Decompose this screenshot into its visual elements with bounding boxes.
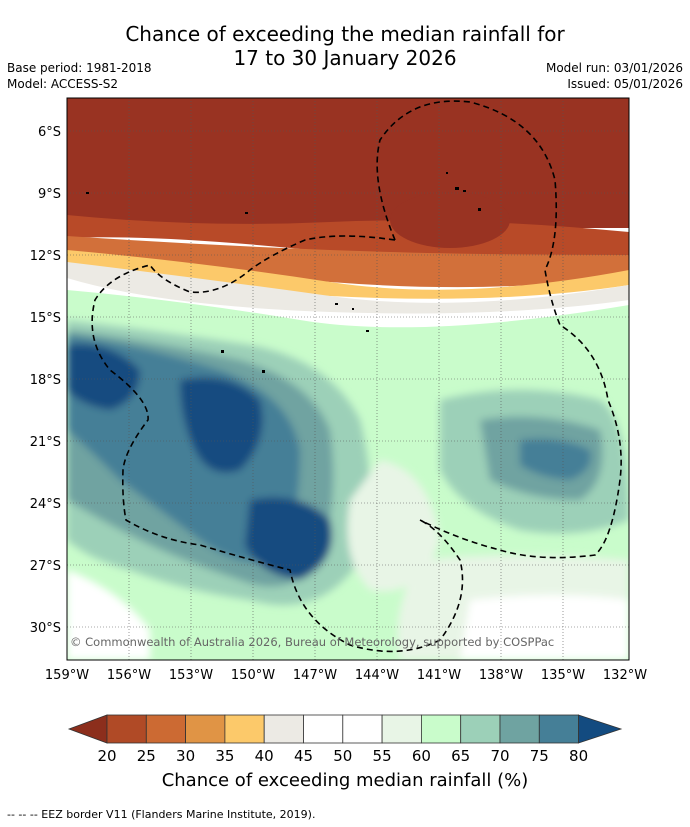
- lon-label: 159°W: [45, 668, 89, 683]
- lat-label: 9°S: [38, 187, 61, 202]
- south-white-2: [460, 595, 629, 660]
- east-light: [347, 460, 440, 592]
- lat-label: 21°S: [30, 435, 61, 450]
- dry-bulge: [390, 192, 510, 248]
- band-near-40: [67, 250, 629, 299]
- colorbar-low-arrow: [67, 714, 108, 744]
- colorbar-cell: [460, 714, 501, 744]
- lat-gridlines: [67, 130, 629, 628]
- colorbar-high-arrow: [578, 714, 623, 744]
- colorbar-tick-label: 40: [255, 747, 274, 765]
- colorbar: [67, 714, 623, 744]
- meta-right: Model run: 03/01/2026 Issued: 05/01/2026: [546, 60, 683, 92]
- map-frame: [66, 97, 630, 661]
- lat-label: 30°S: [30, 621, 61, 636]
- title-line-1: Chance of exceeding the median rainfall …: [125, 22, 565, 46]
- colorbar-tick-label: 30: [176, 747, 195, 765]
- lat-label: 12°S: [30, 249, 61, 264]
- title-line-2: 17 to 30 January 2026: [233, 46, 457, 70]
- colorbar-tick-label: 20: [97, 747, 116, 765]
- east-wet-78: [520, 438, 591, 480]
- lon-label: 132°W: [603, 668, 647, 683]
- colorbar-tick-label: 55: [373, 747, 392, 765]
- lon-label: 147°W: [293, 668, 337, 683]
- colorbar-tick-label: 80: [569, 747, 588, 765]
- lat-label: 18°S: [30, 373, 61, 388]
- band-mid-low: [67, 236, 629, 288]
- model-run: Model run: 03/01/2026: [545, 61, 683, 75]
- lon-label: 153°W: [169, 668, 213, 683]
- colorbar-cell: [263, 714, 304, 744]
- issued-date: Issued: 05/01/2026: [567, 77, 683, 91]
- lon-gridlines: [128, 98, 564, 660]
- colorbar-ticks: 20 25 30 35 40 45 50 55 60 65 70 75 80: [97, 747, 588, 765]
- wet-80-c: [67, 344, 140, 410]
- colorbar-tick-label: 50: [333, 747, 352, 765]
- colorbar-cell: [185, 714, 226, 744]
- lon-label: 156°W: [107, 668, 151, 683]
- colorbar-cell: [303, 714, 344, 744]
- lat-label: 6°S: [38, 125, 61, 140]
- colorbar-cell: [145, 714, 187, 744]
- lon-label: 138°W: [479, 668, 523, 683]
- wet-80-b: [245, 497, 332, 580]
- islands: [86, 172, 481, 373]
- lat-labels: 6°S 9°S 12°S 15°S 18°S 21°S 24°S 27°S 30…: [30, 125, 61, 636]
- meta-left: Base period: 1981-2018 Model: ACCESS-S2: [7, 60, 152, 92]
- colorbar-cell: [538, 714, 579, 744]
- wet-80-a: [180, 377, 263, 473]
- colorbar-tick-label: 60: [412, 747, 431, 765]
- lon-label: 150°W: [231, 668, 275, 683]
- colorbar-cell: [224, 714, 265, 744]
- colorbar-cell: [106, 714, 147, 744]
- colorbar-tick-label: 75: [530, 747, 549, 765]
- colorbar-tick-label: 65: [451, 747, 470, 765]
- colorbar-tick-label: 45: [294, 747, 313, 765]
- base-period: Base period: 1981-2018: [7, 61, 152, 75]
- colorbar-title: Chance of exceeding median rainfall (%): [161, 770, 529, 791]
- south-white: [67, 570, 150, 660]
- band-neutral: [67, 262, 629, 314]
- lon-label: 135°W: [541, 668, 585, 683]
- lat-label: 27°S: [30, 559, 61, 574]
- lon-label: 144°W: [355, 668, 399, 683]
- colorbar-tick-label: 70: [490, 747, 509, 765]
- colorbar-cell: [499, 714, 540, 744]
- colorbar-cell: [342, 714, 383, 744]
- map-title: Chance of exceeding the median rainfall …: [0, 22, 690, 70]
- colorbar-cell: [420, 714, 462, 744]
- eez-legend: -- -- -- EEZ border V11 (Flanders Marine…: [7, 808, 316, 821]
- lon-labels: 159°W 156°W 153°W 150°W 147°W 144°W 141°…: [45, 668, 647, 683]
- colorbar-tick-label: 25: [137, 747, 156, 765]
- band-very-low: [67, 98, 629, 228]
- eez-borders: [91, 100, 622, 653]
- copyright-text: © Commonwealth of Australia 2026, Bureau…: [70, 635, 554, 649]
- lat-label: 24°S: [30, 497, 61, 512]
- model-name: Model: ACCESS-S2: [7, 77, 119, 91]
- colorbar-cell: [381, 714, 422, 744]
- colorbar-tick-label: 35: [215, 747, 234, 765]
- lat-label: 15°S: [30, 311, 61, 326]
- lon-label: 141°W: [417, 668, 461, 683]
